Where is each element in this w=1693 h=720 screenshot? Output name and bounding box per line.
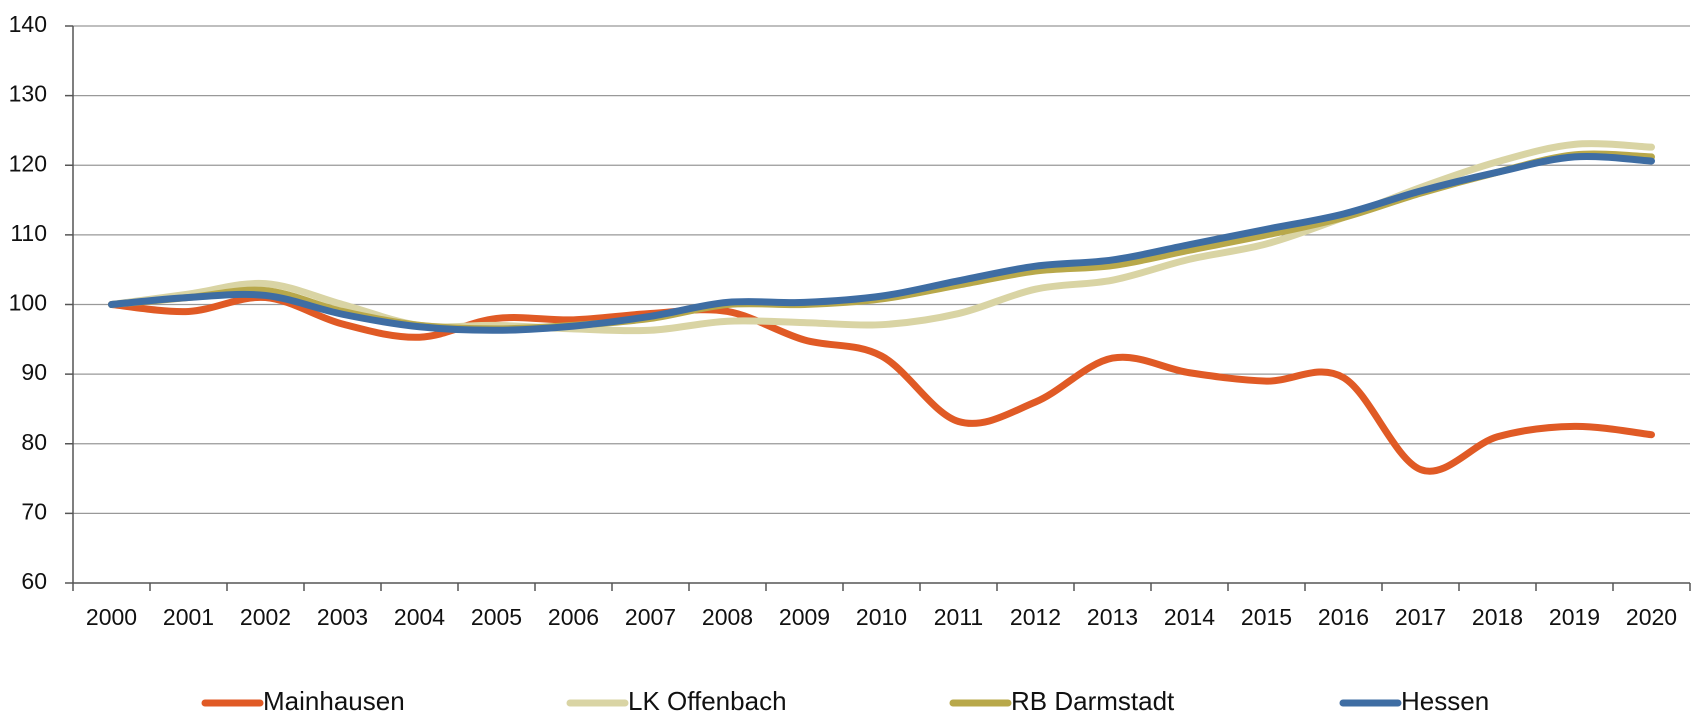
- x-tick-label: 2018: [1472, 604, 1523, 630]
- legend-label: Hessen: [1401, 686, 1489, 716]
- y-tick-label: 70: [21, 498, 47, 524]
- x-tick-label: 2002: [240, 604, 291, 630]
- y-tick-label: 90: [21, 359, 47, 385]
- x-tick-label: 2004: [394, 604, 445, 630]
- x-tick-label: 2008: [702, 604, 753, 630]
- x-tick-label: 2011: [934, 604, 983, 630]
- y-tick-label: 140: [9, 11, 47, 37]
- x-tick-label: 2001: [163, 604, 214, 630]
- x-tick-label: 2007: [625, 604, 676, 630]
- x-tick-label: 2012: [1010, 604, 1061, 630]
- y-tick-label: 80: [21, 429, 47, 455]
- x-tick-label: 2015: [1241, 604, 1292, 630]
- x-tick-label: 2003: [317, 604, 368, 630]
- series-line: [108, 153, 1655, 334]
- x-tick-label: 2016: [1318, 604, 1369, 630]
- x-tick-label: 2000: [86, 604, 137, 630]
- series-line: [108, 140, 1655, 335]
- x-tick-label: 2005: [471, 604, 522, 630]
- series-line: [108, 293, 1655, 475]
- y-tick-label: 130: [9, 81, 47, 107]
- y-tick-label: 60: [21, 568, 47, 594]
- x-tick-label: 2010: [856, 604, 907, 630]
- x-tick-label: 2017: [1395, 604, 1446, 630]
- legend-label: RB Darmstadt: [1011, 686, 1175, 716]
- legend-label: Mainhausen: [263, 686, 405, 716]
- y-tick-label: 100: [9, 290, 47, 316]
- x-tick-label: 2009: [779, 604, 830, 630]
- y-tick-label: 120: [9, 150, 47, 176]
- x-tick-label: 2006: [548, 604, 599, 630]
- x-tick-label: 2020: [1626, 604, 1677, 630]
- y-tick-label: 110: [10, 220, 47, 246]
- x-tick-label: 2013: [1087, 604, 1138, 630]
- x-tick-label: 2019: [1549, 604, 1600, 630]
- legend-label: LK Offenbach: [628, 686, 787, 716]
- x-tick-label: 2014: [1164, 604, 1215, 630]
